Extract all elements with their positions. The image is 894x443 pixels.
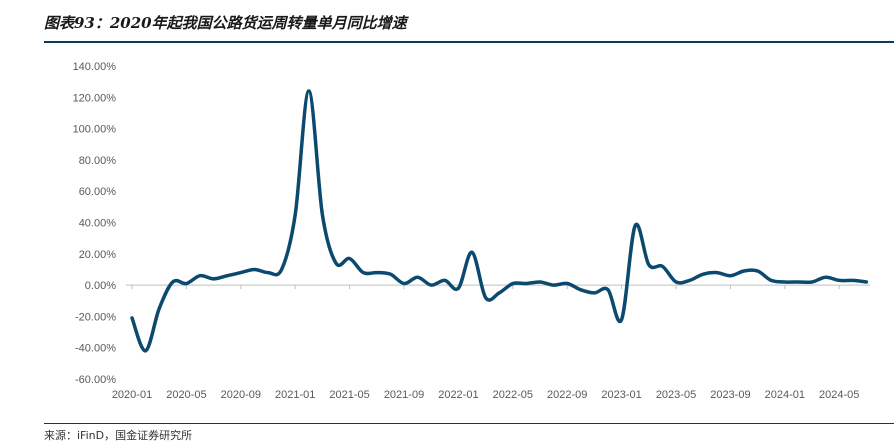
x-tick-label: 2023-09 xyxy=(710,389,750,401)
x-axis-labels: 2020-01 2020-05 2020-09 2021-01 2021-05 2021-… xyxy=(112,389,860,401)
x-tick-label: 2021-01 xyxy=(275,389,315,401)
x-tick-label: 2020-05 xyxy=(166,389,206,401)
y-tick-label: -60.00% xyxy=(75,374,116,386)
y-tick-label: 60.00% xyxy=(79,186,117,198)
series-line-highway-freight-yoy xyxy=(130,89,869,353)
x-tick-label: 2022-05 xyxy=(493,389,533,401)
x-axis-ticks xyxy=(131,285,840,290)
x-tick-label: 2021-05 xyxy=(329,389,369,401)
y-tick-label: -40.00% xyxy=(75,343,116,355)
x-tick-label: 2023-01 xyxy=(601,389,641,401)
y-tick-label: 120.00% xyxy=(73,92,117,104)
x-tick-label: 2024-01 xyxy=(765,389,805,401)
x-tick-label: 2022-09 xyxy=(547,389,587,401)
x-tick-label: 2020-01 xyxy=(112,389,152,401)
x-tick-label: 2020-09 xyxy=(221,389,261,401)
y-tick-label: 80.00% xyxy=(79,155,117,167)
x-tick-label: 2023-05 xyxy=(656,389,696,401)
y-tick-label: 20.00% xyxy=(79,249,117,261)
y-tick-label: -20.00% xyxy=(75,311,116,323)
y-tick-label: 140.00% xyxy=(73,61,117,73)
title-rule xyxy=(44,41,894,43)
source-note: 来源：iFinD，国金证券研究所 xyxy=(44,429,193,442)
figure-title: 图表93：2020年起我国公路货运周转量单月同比增速 xyxy=(44,14,407,32)
y-tick-label: 40.00% xyxy=(79,218,117,230)
x-tick-label: 2022-01 xyxy=(438,389,478,401)
x-tick-label: 2021-09 xyxy=(384,389,424,401)
y-tick-label: 0.00% xyxy=(85,280,116,292)
footer-rule xyxy=(44,423,894,424)
y-axis-labels: -60.00% -40.00% -20.00% 0.00% 20.00% 40.00% 60… xyxy=(73,61,117,386)
x-tick-label: 2024-05 xyxy=(819,389,859,401)
y-tick-label: 100.00% xyxy=(73,124,117,136)
